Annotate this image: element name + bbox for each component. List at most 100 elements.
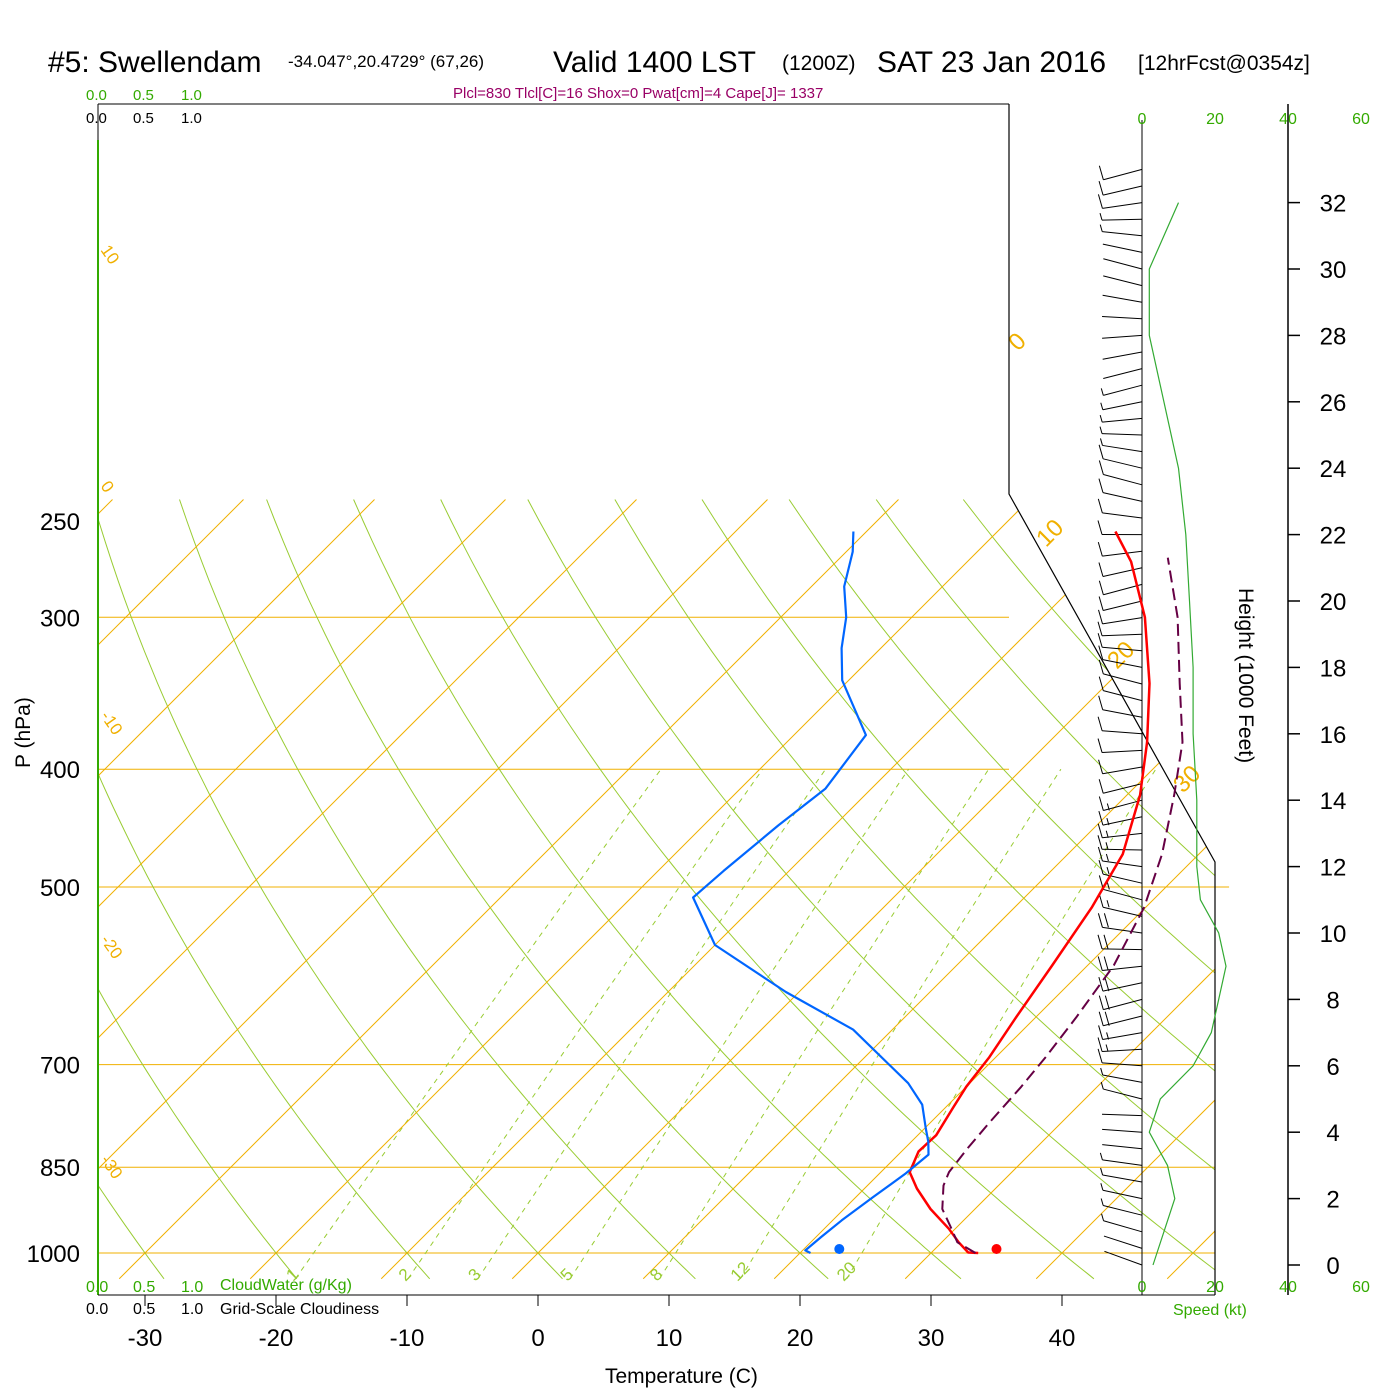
wind-barb-staff xyxy=(1102,1032,1143,1040)
height-tick-label: 26 xyxy=(1320,390,1347,417)
wind-speed-tick-bottom: 40 xyxy=(1279,1279,1297,1296)
mixing-ratio-labels: 1 2 3 5 8 12 20 xyxy=(282,1258,860,1285)
x-tick-label: 40 xyxy=(1049,1325,1076,1352)
wind-barb-flag xyxy=(1097,498,1103,514)
wind-barb-half xyxy=(1105,842,1109,850)
dry-adiabat-line xyxy=(98,499,298,1280)
cloudwater-top-2: 1.0 xyxy=(181,87,202,104)
mixing-ratio-label: 2 xyxy=(395,1265,415,1285)
wind-barb-staff xyxy=(1103,583,1143,596)
dry-adiabat-line xyxy=(875,499,1215,1280)
mixing-ratio-line xyxy=(569,768,910,1280)
wind-barb-staff xyxy=(1102,730,1143,735)
wind-barb-staff xyxy=(1102,1074,1143,1083)
mixing-ratio-label: 20 xyxy=(833,1258,860,1285)
wind-barb-staff xyxy=(1102,1062,1143,1067)
mixing-ratio-label: 5 xyxy=(557,1265,577,1285)
height-tick-label: 14 xyxy=(1320,788,1347,815)
pressure-axis: 250 300 400 500 700 850 1000 xyxy=(27,509,80,1268)
wind-barb-flag xyxy=(1098,779,1104,794)
wind-speed-profile xyxy=(1148,202,1227,1266)
mixing-ratio-line xyxy=(477,768,827,1280)
wind-barb-staff xyxy=(1103,1088,1143,1100)
wind-barb-half xyxy=(1099,426,1103,434)
wind-barb-staff xyxy=(1102,417,1143,423)
cloudwater-bottom-0: 0.0 xyxy=(86,1279,108,1296)
wind-barb-half xyxy=(1106,882,1110,890)
wind-barb-staff xyxy=(1102,633,1143,637)
plot-frame xyxy=(97,103,1289,1296)
dry-adiabats xyxy=(98,499,1215,1280)
isotherm-label: 0 xyxy=(97,477,118,496)
wind-barb-flag xyxy=(1098,580,1104,595)
wind-barb-flag xyxy=(1097,934,1103,949)
wind-barb-staff xyxy=(1103,690,1143,702)
height-tick-label: 4 xyxy=(1326,1120,1339,1147)
wind-barb-staff xyxy=(1102,202,1143,209)
wind-barb-staff xyxy=(1102,1048,1143,1052)
wind-barb-staff xyxy=(1103,368,1143,379)
dry-adiabat-line xyxy=(527,499,1215,1280)
wind-barb-flag xyxy=(1098,596,1104,611)
x-tick-label: -10 xyxy=(390,1325,425,1352)
dry-adiabat-line xyxy=(701,499,1215,1280)
mixing-ratio-label: 3 xyxy=(465,1265,485,1285)
dry-adiabat-line xyxy=(440,499,1095,1280)
height-tick-label: 18 xyxy=(1320,655,1347,682)
isotherm-line xyxy=(118,499,899,1280)
wind-barb-flag xyxy=(1098,609,1103,625)
wind-barb-staff xyxy=(1102,444,1143,453)
pressure-tick-label: 300 xyxy=(40,605,80,632)
height-tick-label: 12 xyxy=(1320,855,1347,882)
wind-barb-flag xyxy=(1104,1011,1110,1026)
wind-barb-staff xyxy=(1102,567,1143,577)
wind-barb-flag xyxy=(1098,695,1104,710)
surface-dewpoint-marker xyxy=(834,1244,845,1254)
dry-adiabat-line xyxy=(353,499,962,1280)
wind-speed-tick-top: 0 xyxy=(1138,111,1147,128)
wind-barb-staff xyxy=(1102,1144,1143,1150)
wind-barb-half xyxy=(1099,1152,1103,1160)
isotherm-line xyxy=(98,499,768,1280)
x-tick-label: -30 xyxy=(128,1325,163,1352)
wind-speed-label: Speed (kt) xyxy=(1173,1302,1247,1319)
temperature-axis: -30 -20 -10 0 10 20 30 40 xyxy=(128,1295,1076,1352)
wind-barb-staff xyxy=(1102,646,1143,652)
pressure-tick-label: 250 xyxy=(40,509,80,536)
wind-barb-half xyxy=(1106,900,1110,908)
wind-barb-staff xyxy=(1104,1250,1143,1266)
isotherm-label: -30 xyxy=(97,1151,127,1182)
height-tick-label: 24 xyxy=(1320,456,1347,483)
wind-barb-staff xyxy=(1103,998,1143,1011)
cloudwater-top-1: 0.5 xyxy=(133,87,154,104)
dry-adiabat-line xyxy=(179,499,696,1280)
wind-barb-staff xyxy=(1103,275,1143,287)
wind-barb-staff xyxy=(1102,749,1143,754)
wind-speed-tick-bottom: 20 xyxy=(1206,1279,1224,1296)
wind-barb-staff xyxy=(1102,401,1143,411)
isotherm-line xyxy=(773,499,1215,1280)
isotherm-line xyxy=(98,499,506,1280)
wind-barb-staff xyxy=(1102,832,1143,839)
wind-barb-staff xyxy=(1102,185,1143,196)
wind-barb-staff xyxy=(1102,433,1143,436)
wind-barb-staff xyxy=(1102,926,1143,934)
isotherm-line xyxy=(98,499,637,1280)
wind-barb-half xyxy=(1099,224,1103,232)
dry-adiabat-line xyxy=(788,499,1215,1280)
mixing-ratio-line xyxy=(739,768,1062,1280)
isotherm-label-right: 20 xyxy=(1102,636,1140,674)
wind-barb-staff xyxy=(1102,315,1143,320)
pressure-tick-label: 700 xyxy=(40,1053,80,1080)
wind-barb-flag xyxy=(1104,976,1110,992)
wind-barb-flag xyxy=(1098,759,1104,774)
wind-barb-staff xyxy=(1103,1220,1143,1233)
height-tick-label: 28 xyxy=(1320,323,1347,350)
dewpoint-line xyxy=(691,531,930,1254)
wind-barb-flag xyxy=(1097,633,1103,648)
dry-adiabat-line xyxy=(962,499,1215,1280)
cloud-scale-bottom: 0.0 0.5 1.0 CloudWater (g/Kg) 0.0 0.5 1.… xyxy=(86,1277,379,1318)
wind-barb-staff xyxy=(1102,860,1143,868)
mixing-ratio-label: 8 xyxy=(646,1265,666,1285)
frame-right-edge xyxy=(1008,104,1216,1295)
